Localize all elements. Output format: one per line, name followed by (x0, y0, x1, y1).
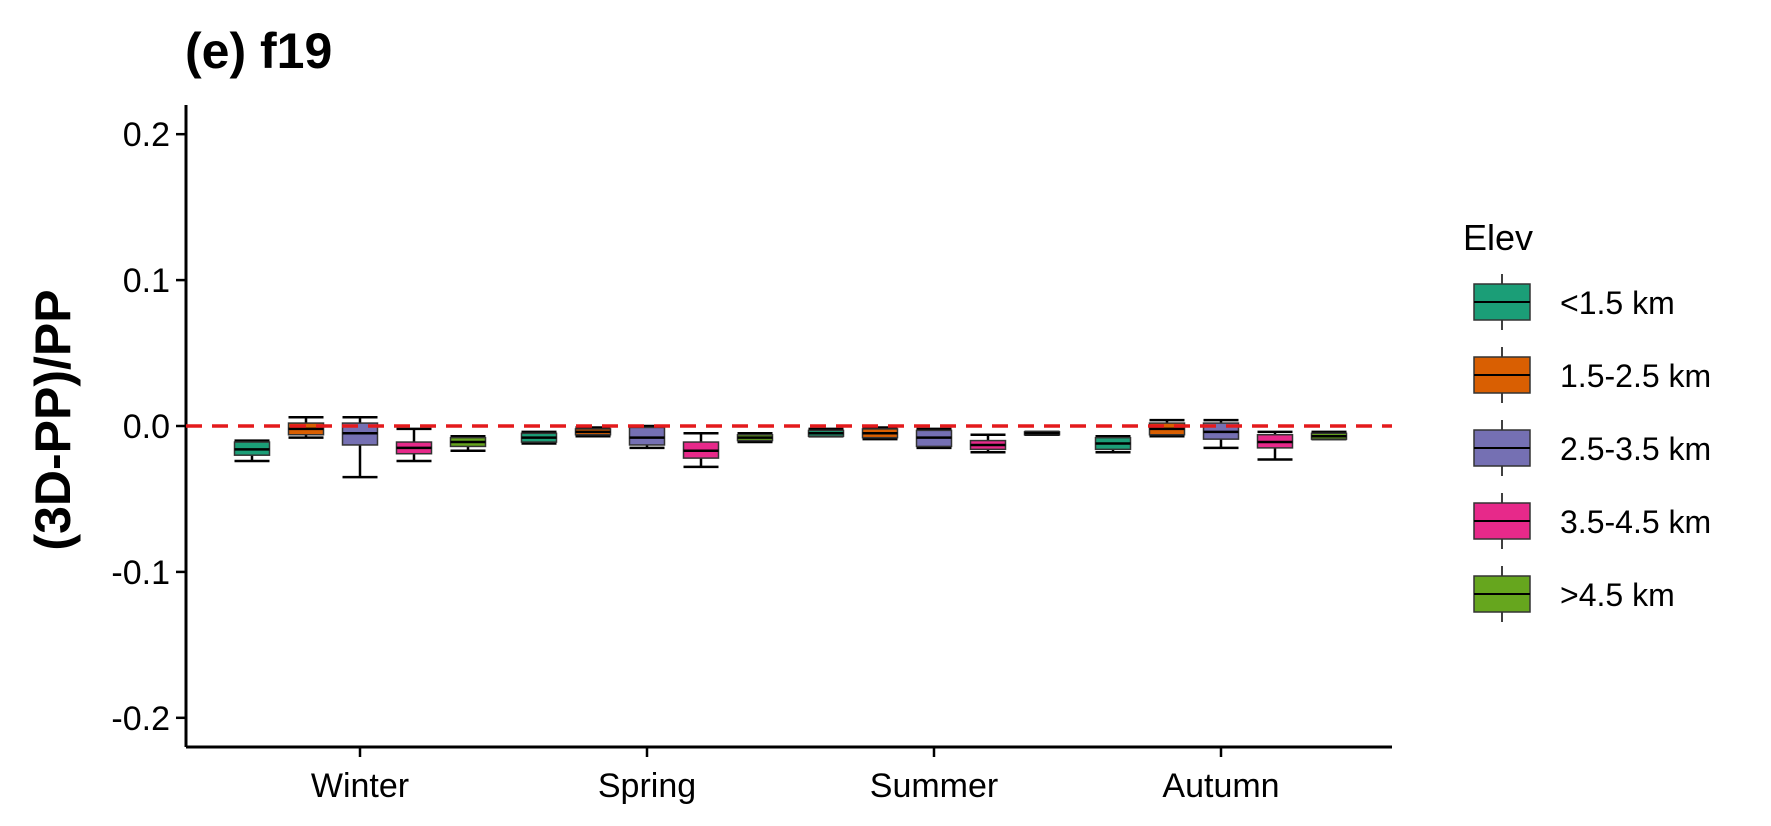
box-autumn-series-3 (1256, 430, 1294, 461)
x-tick-label-summer: Summer (870, 767, 998, 805)
x-tick-label-spring: Spring (598, 767, 696, 805)
box-autumn-series-4 (1310, 430, 1348, 441)
legend-item-4: >4.5 km (1473, 566, 1675, 622)
box-summer-series-2 (915, 427, 953, 450)
y-tick-label: 0.2 (123, 116, 170, 154)
legend-label: 1.5-2.5 km (1560, 358, 1711, 394)
box-spring-series-4 (736, 432, 774, 444)
box-winter-series-4 (449, 434, 487, 453)
box-autumn-series-0 (1094, 434, 1132, 454)
box-summer-series-0 (807, 427, 845, 438)
legend-title: Elev (1463, 217, 1533, 258)
box-summer-series-1 (861, 426, 899, 441)
box-autumn-series-1 (1148, 418, 1186, 438)
legend-item-0: <1.5 km (1473, 274, 1675, 330)
box-winter-series-0 (233, 439, 271, 463)
legend-item-2: 2.5-3.5 km (1473, 420, 1711, 476)
legend-label: >4.5 km (1560, 577, 1675, 613)
y-tick-label: -0.2 (111, 700, 170, 738)
x-axis: Winter Spring Summer Autumn (186, 745, 1392, 805)
box-winter-series-2 (341, 415, 379, 479)
x-tick-label-winter: Winter (311, 767, 409, 805)
box-spring-series-0 (520, 430, 558, 445)
x-tick-label-autumn: Autumn (1162, 767, 1279, 805)
box-winter-series-3 (395, 427, 433, 463)
box-spring-series-3 (682, 432, 720, 469)
legend-item-3: 3.5-4.5 km (1473, 493, 1711, 549)
legend-label: <1.5 km (1560, 285, 1675, 321)
box-spring-series-2 (628, 424, 666, 450)
box-spring-series-1 (574, 426, 612, 438)
legend-item-1: 1.5-2.5 km (1473, 347, 1711, 403)
box-summer-series-4 (1023, 430, 1061, 437)
box-iqr (628, 426, 666, 446)
legend-label: 2.5-3.5 km (1560, 431, 1711, 467)
y-tick-label: 0.0 (123, 408, 170, 446)
y-axis: 0.2 0.1 0.0 -0.1 -0.2 (111, 105, 188, 747)
y-tick-label: 0.1 (123, 262, 170, 300)
y-axis-label: (3D-PP)/PP (25, 289, 81, 550)
chart-title: (e) f19 (185, 23, 332, 79)
box-summer-series-3 (969, 433, 1007, 454)
legend-label: 3.5-4.5 km (1560, 504, 1711, 540)
legend: Elev <1.5 km 1.5-2.5 km 2.5-3.5 km 3.5-4.5 … (1463, 217, 1711, 622)
box-layer (233, 415, 1348, 479)
y-tick-label: -0.1 (111, 554, 170, 592)
box-winter-series-1 (287, 415, 325, 439)
